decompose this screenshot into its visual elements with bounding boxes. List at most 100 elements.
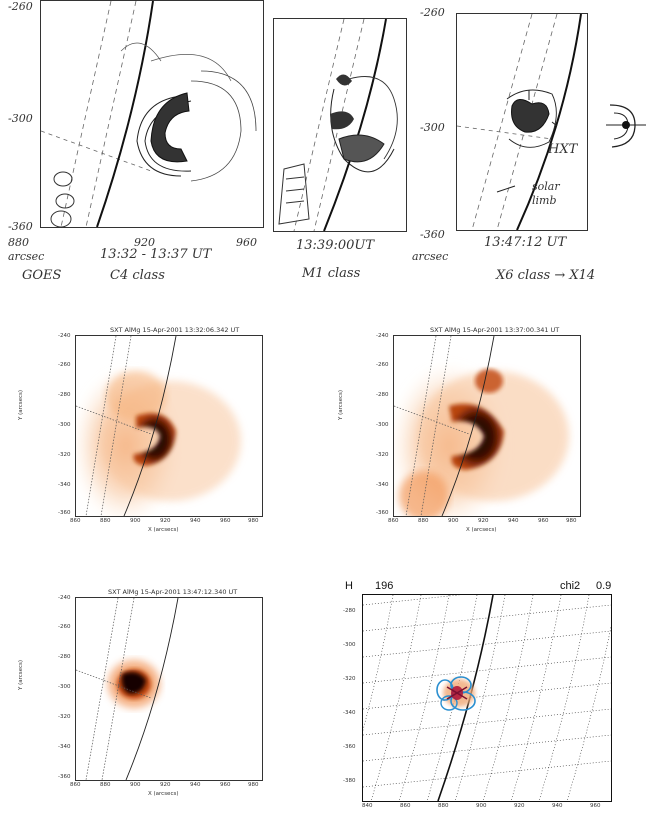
sxt3-xtick: 980	[248, 782, 259, 788]
sxt1-ytick: -260	[58, 362, 71, 368]
model-ytick: -300	[343, 642, 356, 648]
sxt2-xtick: 920	[478, 518, 489, 524]
model-label-num: 196	[375, 580, 394, 592]
sxt3-ytick: -280	[58, 654, 71, 660]
grid-meridian	[363, 595, 394, 732]
sxt3-xtick: 920	[160, 782, 171, 788]
sxt2-ytick: -280	[376, 392, 389, 398]
sketch1-time: 13:32 - 13:37 UT	[100, 247, 212, 262]
sxt3-ytick: -360	[58, 774, 71, 780]
sketch-panel-2	[273, 18, 407, 232]
model-yticks: -280 -300 -320 -340 -360 -380	[343, 594, 363, 800]
sxt1-ytick: -340	[58, 482, 71, 488]
model-xticks: 840 860 880 900 920 940 960	[360, 803, 620, 813]
grid-meridian	[510, 595, 562, 801]
sxt1-image	[76, 336, 241, 516]
sxt2-xtick: 860	[388, 518, 399, 524]
sketch1-xtick-left: 880	[8, 236, 29, 249]
sxt1-xticks: 860 880 900 920 940 960 980	[70, 518, 270, 528]
sxt2-ytick: -340	[376, 482, 389, 488]
grid-parallel	[363, 656, 611, 684]
sxt2-xtick: 980	[566, 518, 577, 524]
sxt1-xtick: 900	[130, 518, 141, 524]
grid-parallel	[363, 682, 611, 710]
sxt2-ytick: -260	[376, 362, 389, 368]
model-ytick: -340	[343, 710, 356, 716]
sxt1-yticks: -240 -260 -280 -300 -320 -340 -360	[58, 333, 74, 516]
sketch1-unit: arcsec	[8, 250, 45, 263]
model-ytick: -280	[343, 608, 356, 614]
sxt2-ylabel: Y (arcsecs)	[338, 389, 344, 420]
sxt3-ytick: -320	[58, 714, 71, 720]
sketch1-xtick-mid: 920	[134, 236, 155, 249]
grid-parallel	[363, 630, 611, 658]
grid-parallel	[363, 708, 611, 736]
sxt2-plot	[393, 335, 581, 517]
model-xtick: 880	[438, 803, 449, 809]
sxt1-ytick: -360	[58, 510, 71, 516]
model-plot	[362, 594, 612, 802]
sxt3-ytick: -240	[58, 595, 71, 601]
sxt2-ytick: -320	[376, 452, 389, 458]
sketch3-ytick-mid: -300	[420, 121, 445, 134]
sxt2-ytick: -240	[376, 333, 389, 339]
sxt3-xlabel: X (arcsecs)	[148, 791, 179, 797]
sketch-drawing-3	[457, 14, 582, 230]
sketch3-ytick-top: -260	[420, 6, 445, 19]
sxt3-xtick: 900	[130, 782, 141, 788]
loop-diagram-icon	[606, 104, 646, 148]
grid-meridian	[370, 595, 422, 801]
grid-parallel	[363, 595, 462, 606]
sxt1-xlabel: X (arcsecs)	[148, 527, 179, 533]
hxt-label: HXT	[548, 142, 578, 157]
model-xtick: 940	[552, 803, 563, 809]
sxt1-ytick: -240	[58, 333, 71, 339]
sxt2-yticks: -240 -260 -280 -300 -320 -340 -360	[376, 333, 392, 516]
sxt3-ytick: -340	[58, 744, 71, 750]
grid-parallel	[363, 734, 611, 762]
sketch1-xtick-right: 960	[236, 236, 257, 249]
sxt3-xticks: 860 880 900 920 940 960 980	[70, 782, 270, 792]
sxt3-xtick: 880	[100, 782, 111, 788]
model-xtick: 860	[400, 803, 411, 809]
sketch-panel-1	[40, 0, 264, 228]
sxt1-plot	[75, 335, 263, 517]
sxt1-xtick: 980	[248, 518, 259, 524]
model-label-chi-val: 0.9	[596, 580, 612, 592]
sxt3-ylabel: Y (arcsecs)	[18, 659, 24, 690]
sxt3-ytick: -260	[58, 624, 71, 630]
sxt1-xtick: 940	[190, 518, 201, 524]
sxt1-title: SXT AlMg 15-Apr-2001 13:32:06.342 UT	[110, 326, 240, 334]
sketch3-class: X6 class → X14	[496, 268, 596, 283]
sxt1-ytick: -320	[58, 452, 71, 458]
sxt1-xtick: 860	[70, 518, 81, 524]
solar-limb-label: solar limb	[532, 180, 560, 207]
grid-meridian	[538, 595, 590, 801]
sxt1-xtick: 960	[220, 518, 231, 524]
sketch-drawing-2	[278, 19, 398, 231]
sketch2-time: 13:39:00UT	[296, 238, 375, 253]
grid-parallel	[363, 760, 611, 788]
sxt2-image	[394, 336, 569, 516]
model-xtick: 900	[476, 803, 487, 809]
sxt3-image	[76, 598, 179, 780]
grid-parallel	[363, 604, 611, 632]
sxt3-xtick: 860	[70, 782, 81, 788]
sketch-drawing-1	[41, 1, 257, 227]
sxt3-xtick: 960	[220, 782, 231, 788]
model-ytick: -360	[343, 744, 356, 750]
sxt3-ytick: -300	[58, 684, 71, 690]
sxt2-title: SXT AlMg 15-Apr-2001 13:37:00.341 UT	[430, 326, 560, 334]
model-label-chi: chi2	[560, 580, 581, 592]
sketch1-class: C4 class	[110, 268, 165, 283]
grid-meridian	[566, 624, 611, 801]
sxt3-xtick: 940	[190, 782, 201, 788]
sxt2-xlabel: X (arcsecs)	[466, 527, 497, 533]
sxt3-plot	[75, 597, 263, 781]
sketch1-ytick-mid: -300	[8, 112, 33, 125]
sxt1-ytick: -280	[58, 392, 71, 398]
grid-meridian	[482, 595, 534, 801]
sketch3-unit: arcsec	[412, 250, 449, 263]
sxt3-yticks: -240 -260 -280 -300 -320 -340 -360	[58, 595, 74, 780]
sketch2-class: M1 class	[302, 266, 361, 281]
